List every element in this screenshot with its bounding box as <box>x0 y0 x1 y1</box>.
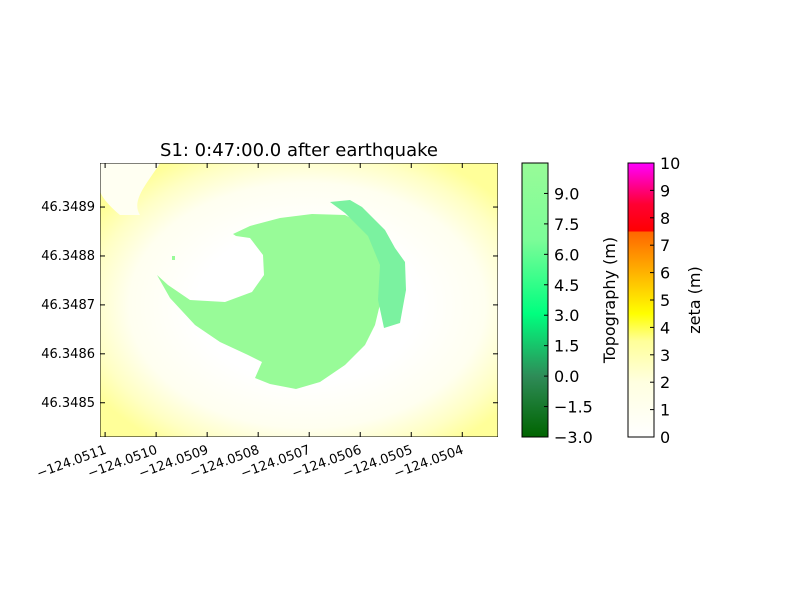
colorbar-tick-label: 9 <box>660 181 670 200</box>
zeta-colorbar-label: zeta (m) <box>685 266 704 333</box>
colorbar-tick-label: 0.0 <box>554 367 579 386</box>
y-tick-label: 46.3489 <box>41 200 95 215</box>
colorbar-tick-label: 2 <box>660 373 670 392</box>
colorbar-tick-label: 8 <box>660 209 670 228</box>
colorbar-tick-label: 3 <box>660 346 670 365</box>
colorbar-tick-label: 7 <box>660 236 670 255</box>
colorbar-tick-label: 9.0 <box>554 184 579 203</box>
zeta-low-region <box>100 163 160 215</box>
plot-area <box>100 163 498 437</box>
y-tick-label: 46.3485 <box>41 396 95 411</box>
chart-title: S1: 0:47:00.0 after earthquake <box>160 140 438 161</box>
channel-region <box>330 200 406 328</box>
y-tick-label: 46.3487 <box>41 298 95 313</box>
dry-land-region <box>157 214 381 389</box>
topography-colorbar-fill <box>521 162 549 438</box>
topography-colorbar-label: Topography (m) <box>600 237 619 364</box>
colorbar-tick-label: 3.0 <box>554 306 579 325</box>
colorbar-tick-label: 6 <box>660 264 670 283</box>
topography-colorbar: −3.0 −1.5 0.0 1.5 3.0 4.5 6.0 7.5 9.0 Topography… <box>521 162 619 447</box>
zeta-colorbar: 0 1 2 3 4 5 6 7 8 9 10 zeta (m) <box>627 154 704 447</box>
colorbar-tick-label: 0 <box>660 428 670 447</box>
y-tick-label: 46.3486 <box>41 347 95 362</box>
y-tick-label: 46.3488 <box>41 249 95 264</box>
colorbar-tick-label: −3.0 <box>554 428 593 447</box>
colorbar-tick-label: 10 <box>660 154 680 173</box>
zeta-colorbar-ticks: 0 1 2 3 4 5 6 7 8 9 10 <box>650 154 680 447</box>
colorbar-tick-label: 1.5 <box>554 337 579 356</box>
colorbar-tick-label: 6.0 <box>554 245 579 264</box>
topography-colorbar-ticks: −3.0 −1.5 0.0 1.5 3.0 4.5 6.0 7.5 9.0 <box>544 184 593 447</box>
zeta-colorbar-fill <box>627 162 655 438</box>
colorbar-tick-label: 4 <box>660 318 670 337</box>
sandbar-dot <box>172 256 175 260</box>
colorbar-tick-label: 1 <box>660 401 670 420</box>
colorbar-tick-label: −1.5 <box>554 398 593 417</box>
y-axis: 46.3489 46.3488 46.3487 46.3486 46.3485 <box>41 200 498 411</box>
colorbar-tick-label: 7.5 <box>554 215 579 234</box>
colorbar-tick-label: 5 <box>660 291 670 310</box>
colorbar-tick-label: 4.5 <box>554 276 579 295</box>
